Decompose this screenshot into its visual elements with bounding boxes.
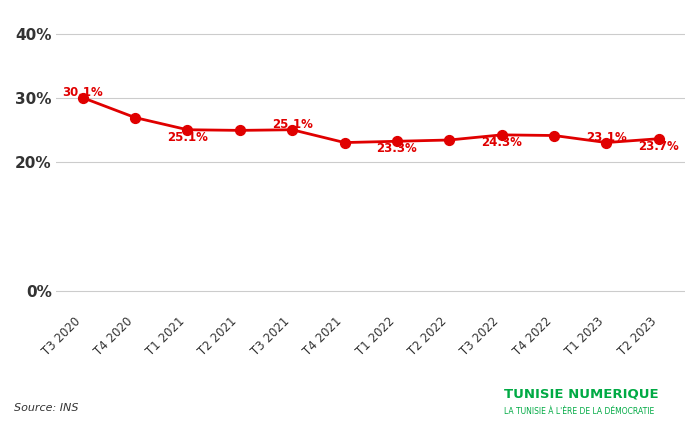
Text: 25.1%: 25.1%	[167, 131, 208, 144]
Point	[286, 126, 297, 133]
Point	[77, 94, 88, 101]
Text: TN: TN	[454, 391, 477, 406]
Text: 23.1%: 23.1%	[586, 131, 626, 144]
Point	[182, 126, 193, 133]
Text: 25.1%: 25.1%	[272, 118, 313, 131]
Point	[653, 135, 664, 142]
Point	[234, 127, 246, 134]
Point	[339, 139, 350, 146]
Point	[549, 132, 560, 139]
Point	[444, 137, 455, 143]
Point	[130, 114, 141, 121]
Text: 24.3%: 24.3%	[481, 136, 522, 149]
Point	[496, 131, 507, 138]
Text: TUNISIE NUMERIQUE: TUNISIE NUMERIQUE	[504, 388, 659, 401]
Text: LA TUNISIE À L'ÈRE DE LA DÉMOCRATIE: LA TUNISIE À L'ÈRE DE LA DÉMOCRATIE	[504, 407, 654, 416]
Point	[601, 139, 612, 146]
Text: 23.7%: 23.7%	[638, 140, 679, 153]
Point	[391, 138, 402, 145]
Text: 30.1%: 30.1%	[62, 86, 103, 99]
Text: 23.3%: 23.3%	[377, 142, 417, 156]
Text: Source: INS: Source: INS	[14, 403, 78, 413]
